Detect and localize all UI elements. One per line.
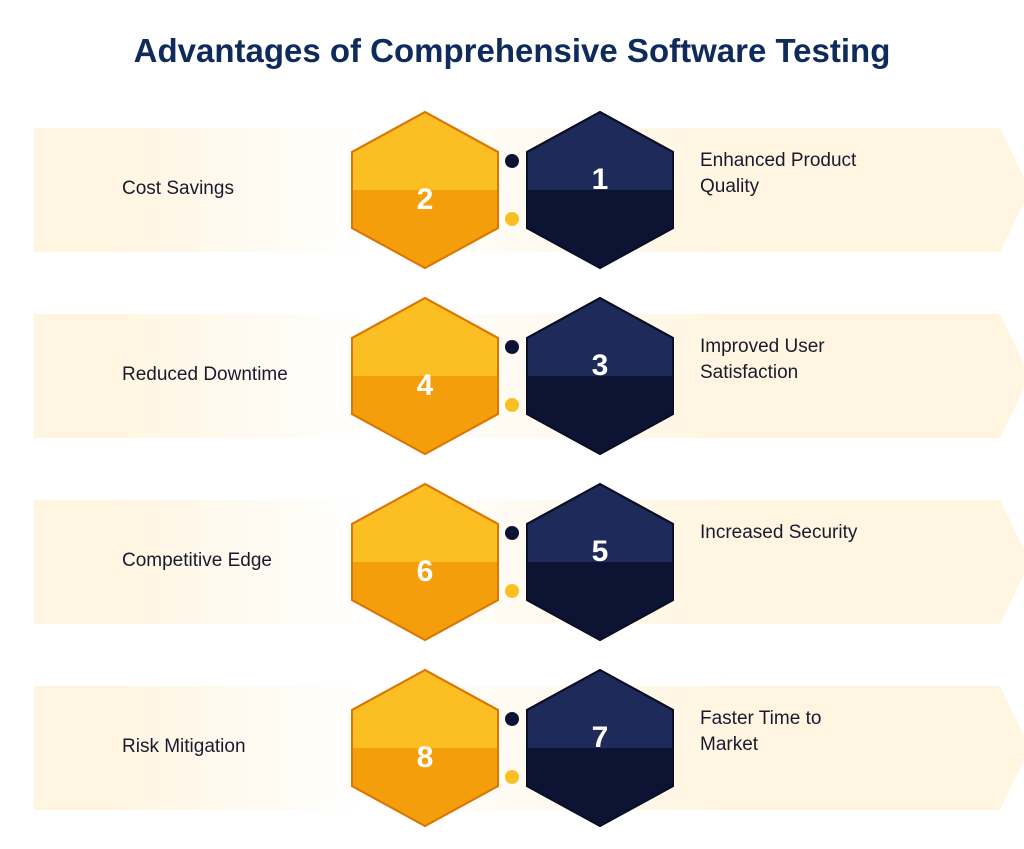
connector-dot-navy [505, 526, 519, 540]
connector-dot-orange [505, 398, 519, 412]
hexagon-orange: 8 [350, 668, 500, 828]
hexagon-orange: 4 [350, 296, 500, 456]
hex-number: 2 [417, 183, 434, 217]
item-label: Improved User Satisfaction [700, 334, 880, 385]
infographic-container: Advantages of Comprehensive Software Tes… [0, 0, 1024, 849]
hexagon-navy: 7 [525, 668, 675, 828]
item-label: Competitive Edge [122, 548, 272, 574]
hexagon-navy: 1 [525, 110, 675, 270]
hex-number: 3 [592, 349, 609, 383]
hexagon-orange: 2 [350, 110, 500, 270]
connector-dot-navy [505, 712, 519, 726]
hexagon-orange: 6 [350, 482, 500, 642]
row: Competitive Edge 6 [50, 482, 974, 642]
hex-number: 6 [417, 555, 434, 589]
row: Risk Mitigation 8 [50, 668, 974, 828]
hex-number: 4 [417, 369, 434, 403]
rows-container: Cost Savings 2 [20, 110, 1004, 828]
page-title: Advantages of Comprehensive Software Tes… [20, 32, 1004, 70]
item-label: Increased Security [700, 520, 857, 546]
item-label: Cost Savings [122, 176, 234, 202]
item-label: Reduced Downtime [122, 362, 288, 388]
connector-dot-navy [505, 154, 519, 168]
connector-dot-orange [505, 212, 519, 226]
hexagon-navy: 5 [525, 482, 675, 642]
hex-number: 5 [592, 535, 609, 569]
hex-number: 8 [417, 741, 434, 775]
item-label: Enhanced Product Quality [700, 148, 880, 199]
item-label: Faster Time to Market [700, 706, 880, 757]
row: Cost Savings 2 [50, 110, 974, 270]
row: Reduced Downtime 4 [50, 296, 974, 456]
connector-dot-orange [505, 584, 519, 598]
connector-dot-orange [505, 770, 519, 784]
hex-number: 1 [592, 163, 609, 197]
connector-dot-navy [505, 340, 519, 354]
hexagon-navy: 3 [525, 296, 675, 456]
item-label: Risk Mitigation [122, 734, 246, 760]
hex-number: 7 [592, 721, 609, 755]
